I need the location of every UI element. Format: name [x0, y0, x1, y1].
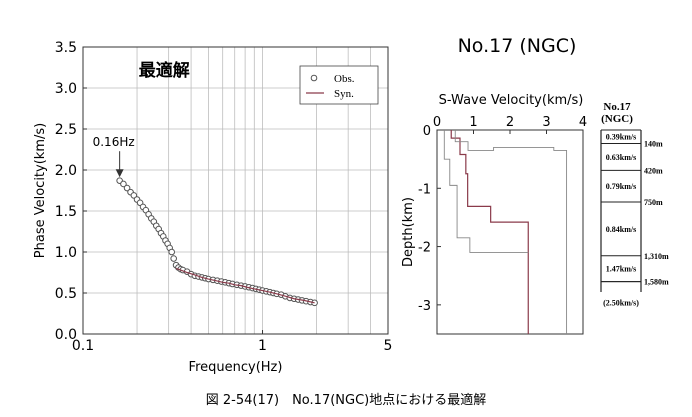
dispersion-x-axis-label: Frequency(Hz) — [189, 360, 283, 375]
x-tick-label: 3 — [542, 115, 550, 130]
figure-caption: 図 2-54(17) No.17(NGC)地点における最適解 — [206, 392, 486, 408]
observed-point — [168, 248, 176, 256]
velocity-x-ticks: 0 1 2 3 4 — [433, 115, 587, 134]
layer-depth: 140m — [644, 139, 663, 148]
layer-velocity: 0.39km/s — [606, 133, 636, 142]
station-title: No.17 (NGC) — [458, 35, 577, 57]
y-tick-label: 1.5 — [55, 204, 77, 220]
layer-velocity: 1.47km/s — [606, 265, 636, 274]
legend-syn-label: Syn. — [334, 88, 354, 100]
layer-depth: 1,310m — [644, 252, 669, 261]
layer-velocity: 0.63km/s — [606, 153, 636, 162]
observed-point — [120, 180, 127, 188]
layer-depth: 750m — [644, 198, 663, 207]
dispersion-chart: 0.0 0.5 1.0 1.5 2.0 2.5 3.0 3.5 0.1 1 5 最適解 Frequ… — [33, 40, 392, 375]
layer-velocity: 0.84km/s — [606, 225, 636, 234]
x-tick-label: 4 — [579, 115, 587, 130]
y-tick-label: -2 — [418, 241, 431, 256]
y-tick-label: 2.0 — [55, 163, 77, 179]
y-tick-label: 1.0 — [55, 245, 77, 261]
layer-column: No.17 (NGC) 0.39km/s 140m 0.63km/s 420m 0.79… — [600, 101, 669, 308]
velocity-profile-chart: 0 1 2 3 4 0 -1 -2 -3 S-Wave Velocity(km/s) Dept… — [401, 93, 587, 335]
dispersion-legend: Obs. Syn. — [299, 65, 379, 105]
observed-point — [170, 255, 177, 262]
x-tick-label: 1 — [469, 115, 477, 130]
x-tick-label: 0 — [433, 115, 441, 130]
y-tick-label: -1 — [418, 182, 431, 197]
y-tick-label: 0 — [423, 124, 431, 139]
layer-depth: 420m — [644, 166, 663, 175]
layer-velocity: (2.50km/s) — [603, 299, 639, 308]
column-layers: 0.39km/s 140m 0.63km/s 420m 0.79km/s 750m 0.84… — [600, 129, 669, 308]
y-tick-label: 2.5 — [55, 122, 77, 138]
layer-velocity: 0.79km/s — [606, 182, 636, 191]
annotation-arrow-head — [115, 169, 124, 178]
dispersion-x-ticks: 0.1 1 5 — [72, 330, 393, 354]
legend-obs-marker — [310, 74, 318, 82]
observed-points — [116, 177, 318, 307]
y-tick-label: 3.0 — [55, 81, 77, 97]
observed-point — [123, 184, 131, 192]
velocity-profiles — [443, 130, 568, 334]
x-tick-label: 2 — [506, 115, 514, 130]
dispersion-plot-frame — [82, 46, 389, 335]
y-tick-label: -3 — [418, 299, 431, 314]
column-header-station: No.17 — [603, 101, 631, 113]
annotation-label: 0.16Hz — [93, 135, 135, 149]
x-tick-label: 5 — [384, 338, 393, 354]
velocity-y-ticks: 0 -1 -2 -3 — [418, 124, 441, 314]
dispersion-y-ticks: 0.0 0.5 1.0 1.5 2.0 2.5 3.0 3.5 — [55, 40, 87, 343]
x-tick-label: 0.1 — [72, 338, 94, 354]
legend-box — [299, 65, 379, 105]
velocity-plot-frame — [436, 129, 584, 335]
dispersion-y-axis-label: Phase Velocity(km/s) — [33, 123, 48, 258]
legend-obs-label: Obs. — [334, 73, 355, 85]
column-header-code: (NGC) — [601, 113, 633, 125]
velocity-profile-upper — [454, 130, 568, 334]
velocity-profile-best — [450, 130, 529, 334]
synthetic-curve — [175, 267, 315, 304]
depth-axis-label: Depth(km) — [401, 197, 416, 267]
layer-depth: 1,580m — [644, 278, 669, 287]
y-tick-label: 3.5 — [55, 40, 77, 56]
velocity-profile-lower — [443, 130, 529, 253]
y-tick-label: 0.0 — [55, 327, 77, 343]
y-tick-label: 0.5 — [55, 286, 77, 302]
dispersion-chart-title: 最適解 — [139, 60, 190, 81]
frequency-annotation: 0.16Hz — [93, 135, 135, 178]
x-tick-label: 1 — [258, 338, 267, 354]
velocity-chart-title: S-Wave Velocity(km/s) — [439, 93, 584, 108]
